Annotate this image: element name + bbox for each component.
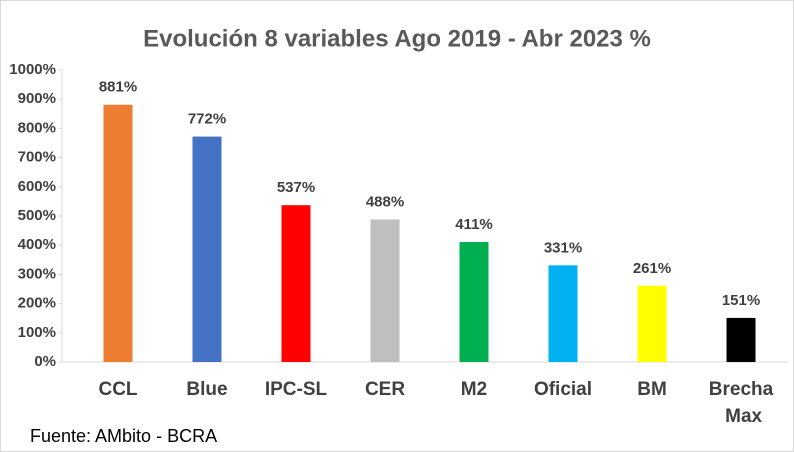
- y-tick-label: 100%: [18, 324, 56, 341]
- y-tick-label: 300%: [18, 265, 56, 282]
- y-tick-label: 800%: [18, 119, 56, 136]
- value-label: 411%: [455, 216, 493, 233]
- bar: [103, 104, 133, 363]
- y-tick-label: 900%: [18, 90, 56, 107]
- y-tick-label: 200%: [18, 295, 56, 312]
- x-tick-label: CCL: [98, 379, 137, 400]
- x-tick-label: M2: [461, 379, 487, 400]
- bar: [192, 136, 222, 362]
- bar: [637, 285, 667, 362]
- source-note: Fuente: AMbito - BCRA: [30, 426, 217, 446]
- bar: [548, 265, 578, 362]
- value-label: 488%: [366, 193, 404, 210]
- y-tick-label: 1000%: [9, 61, 56, 78]
- value-label: 151%: [722, 292, 760, 309]
- bar: [459, 241, 489, 362]
- x-tick-label: Oficial: [534, 379, 592, 400]
- y-tick-label: 700%: [18, 149, 56, 166]
- y-tick-label: 600%: [18, 178, 56, 195]
- y-tick-label: 0%: [34, 353, 56, 370]
- value-label: 261%: [633, 260, 671, 277]
- bar: [726, 317, 756, 362]
- value-label: 881%: [99, 79, 137, 96]
- x-tick-label: Blue: [186, 379, 227, 400]
- value-label: 772%: [188, 111, 226, 128]
- x-tick-label: Brecha Max: [709, 379, 774, 427]
- bar: [370, 219, 400, 362]
- chart-title: Evolución 8 variables Ago 2019 - Abr 202…: [143, 25, 651, 52]
- y-tick-label: 400%: [18, 236, 56, 253]
- x-tick-label: CER: [365, 379, 405, 400]
- bar: [281, 205, 311, 362]
- x-tick-label: BM: [637, 379, 667, 400]
- x-tick-label: IPC-SL: [265, 379, 328, 400]
- value-label: 331%: [544, 239, 582, 256]
- value-label: 537%: [277, 179, 315, 196]
- y-tick-label: 500%: [18, 207, 56, 224]
